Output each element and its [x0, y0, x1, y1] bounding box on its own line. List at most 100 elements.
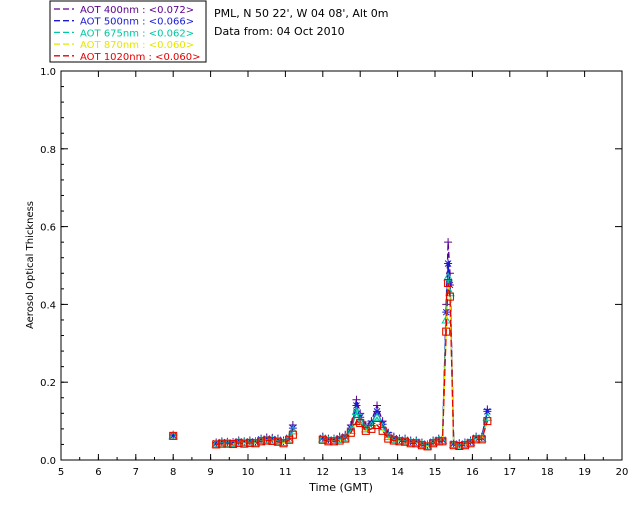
data-point [444, 238, 453, 247]
data-point [257, 435, 266, 444]
x-axis: 5 6 7 8 9 10 11 12 13 14 15 16 17 18 19 20 [58, 71, 629, 478]
data-point [212, 440, 221, 449]
data-point [401, 435, 410, 444]
legend-label: AOT 1020nm : <0.060> [80, 52, 200, 63]
data-point [389, 436, 398, 445]
data-point [460, 439, 469, 448]
data-point [251, 438, 260, 447]
data-point [378, 420, 387, 429]
data-point [324, 437, 333, 446]
data-point [169, 431, 178, 440]
series-layer [168, 238, 493, 451]
data-point [455, 441, 464, 450]
series-line [216, 242, 489, 446]
data-point [288, 430, 297, 439]
data-point [406, 439, 415, 448]
legend-label: AOT 870nm : <0.060> [80, 40, 194, 51]
legend-item: AOT 870nm : <0.060> [54, 40, 194, 51]
legend-item: AOT 500nm : <0.066> [54, 17, 194, 28]
data-point [229, 438, 238, 447]
y-tick-label: 0.6 [40, 223, 56, 234]
data-point [268, 436, 277, 445]
legend-item: AOT 1020nm : <0.060> [54, 52, 200, 63]
data-point [318, 433, 327, 442]
x-tick-label: 20 [616, 467, 629, 478]
data-point [389, 434, 398, 443]
data-point [429, 439, 438, 448]
series-4 [169, 279, 492, 451]
data-point [472, 435, 481, 444]
x-tick-label: 11 [279, 467, 292, 478]
data-point [445, 292, 454, 301]
legend-item: AOT 675nm : <0.062> [54, 28, 194, 39]
data-point [443, 272, 453, 281]
y-tick-label: 0.2 [40, 378, 56, 389]
date-text: Data from: 04 Oct 2010 [214, 25, 345, 38]
x-tick-label: 8 [170, 467, 176, 478]
y-tick-label: 0.4 [40, 300, 56, 311]
data-point [273, 437, 282, 446]
x-tick-label: 13 [354, 467, 367, 478]
data-point [341, 434, 350, 443]
data-point [406, 437, 415, 446]
data-point [438, 437, 447, 446]
data-point [455, 440, 464, 449]
y-tick-label: 0.0 [40, 456, 56, 467]
data-point [251, 439, 260, 448]
data-point [240, 439, 249, 448]
data-point [346, 428, 355, 437]
data-point [346, 424, 355, 433]
data-point [273, 435, 282, 444]
data-point [262, 434, 271, 443]
x-tick-label: 15 [429, 467, 442, 478]
data-point [482, 412, 493, 421]
data-point [378, 426, 387, 435]
data-point [483, 417, 492, 426]
data-point [245, 438, 254, 447]
series-1 [169, 259, 492, 450]
data-point [444, 279, 453, 288]
data-point [477, 435, 486, 444]
data-point [429, 437, 438, 446]
data-point [268, 434, 277, 443]
data-point [330, 435, 339, 444]
data-point [245, 437, 254, 446]
data-point [483, 407, 492, 416]
data-point [335, 434, 344, 443]
data-point [257, 437, 266, 446]
data-point [361, 426, 370, 435]
legend-box [49, 0, 207, 63]
data-point [234, 438, 243, 447]
x-tick-label: 5 [58, 467, 64, 478]
data-point [412, 437, 421, 446]
location-text: PML, N 50 22', W 04 08', Alt 0m [214, 7, 388, 20]
data-point [373, 420, 382, 429]
x-tick-label: 12 [316, 467, 329, 478]
legend: AOT 400nm : <0.072>AOT 500nm : <0.066>AO… [49, 0, 207, 63]
data-point [223, 439, 232, 448]
legend-label: AOT 500nm : <0.066> [80, 17, 194, 28]
data-point [169, 431, 178, 440]
x-tick-label: 18 [541, 467, 554, 478]
data-point [449, 441, 458, 450]
data-point [288, 424, 297, 433]
data-point [223, 438, 232, 447]
data-point [217, 438, 226, 447]
y-tick-label: 1.0 [40, 67, 56, 78]
x-tick-label: 10 [242, 467, 255, 478]
data-point [472, 433, 481, 442]
data-point [442, 327, 451, 336]
x-tick-label: 17 [503, 467, 516, 478]
data-point [212, 439, 221, 448]
data-point [444, 259, 453, 268]
data-point [423, 441, 432, 450]
data-point [240, 438, 249, 447]
data-point [262, 436, 271, 445]
data-point [217, 439, 226, 448]
data-point [335, 436, 344, 445]
x-tick-label: 7 [133, 467, 139, 478]
data-point [384, 434, 393, 443]
legend-label: AOT 400nm : <0.072> [80, 5, 194, 16]
y-axis-title: Aerosol Optical Thickness [25, 201, 36, 329]
